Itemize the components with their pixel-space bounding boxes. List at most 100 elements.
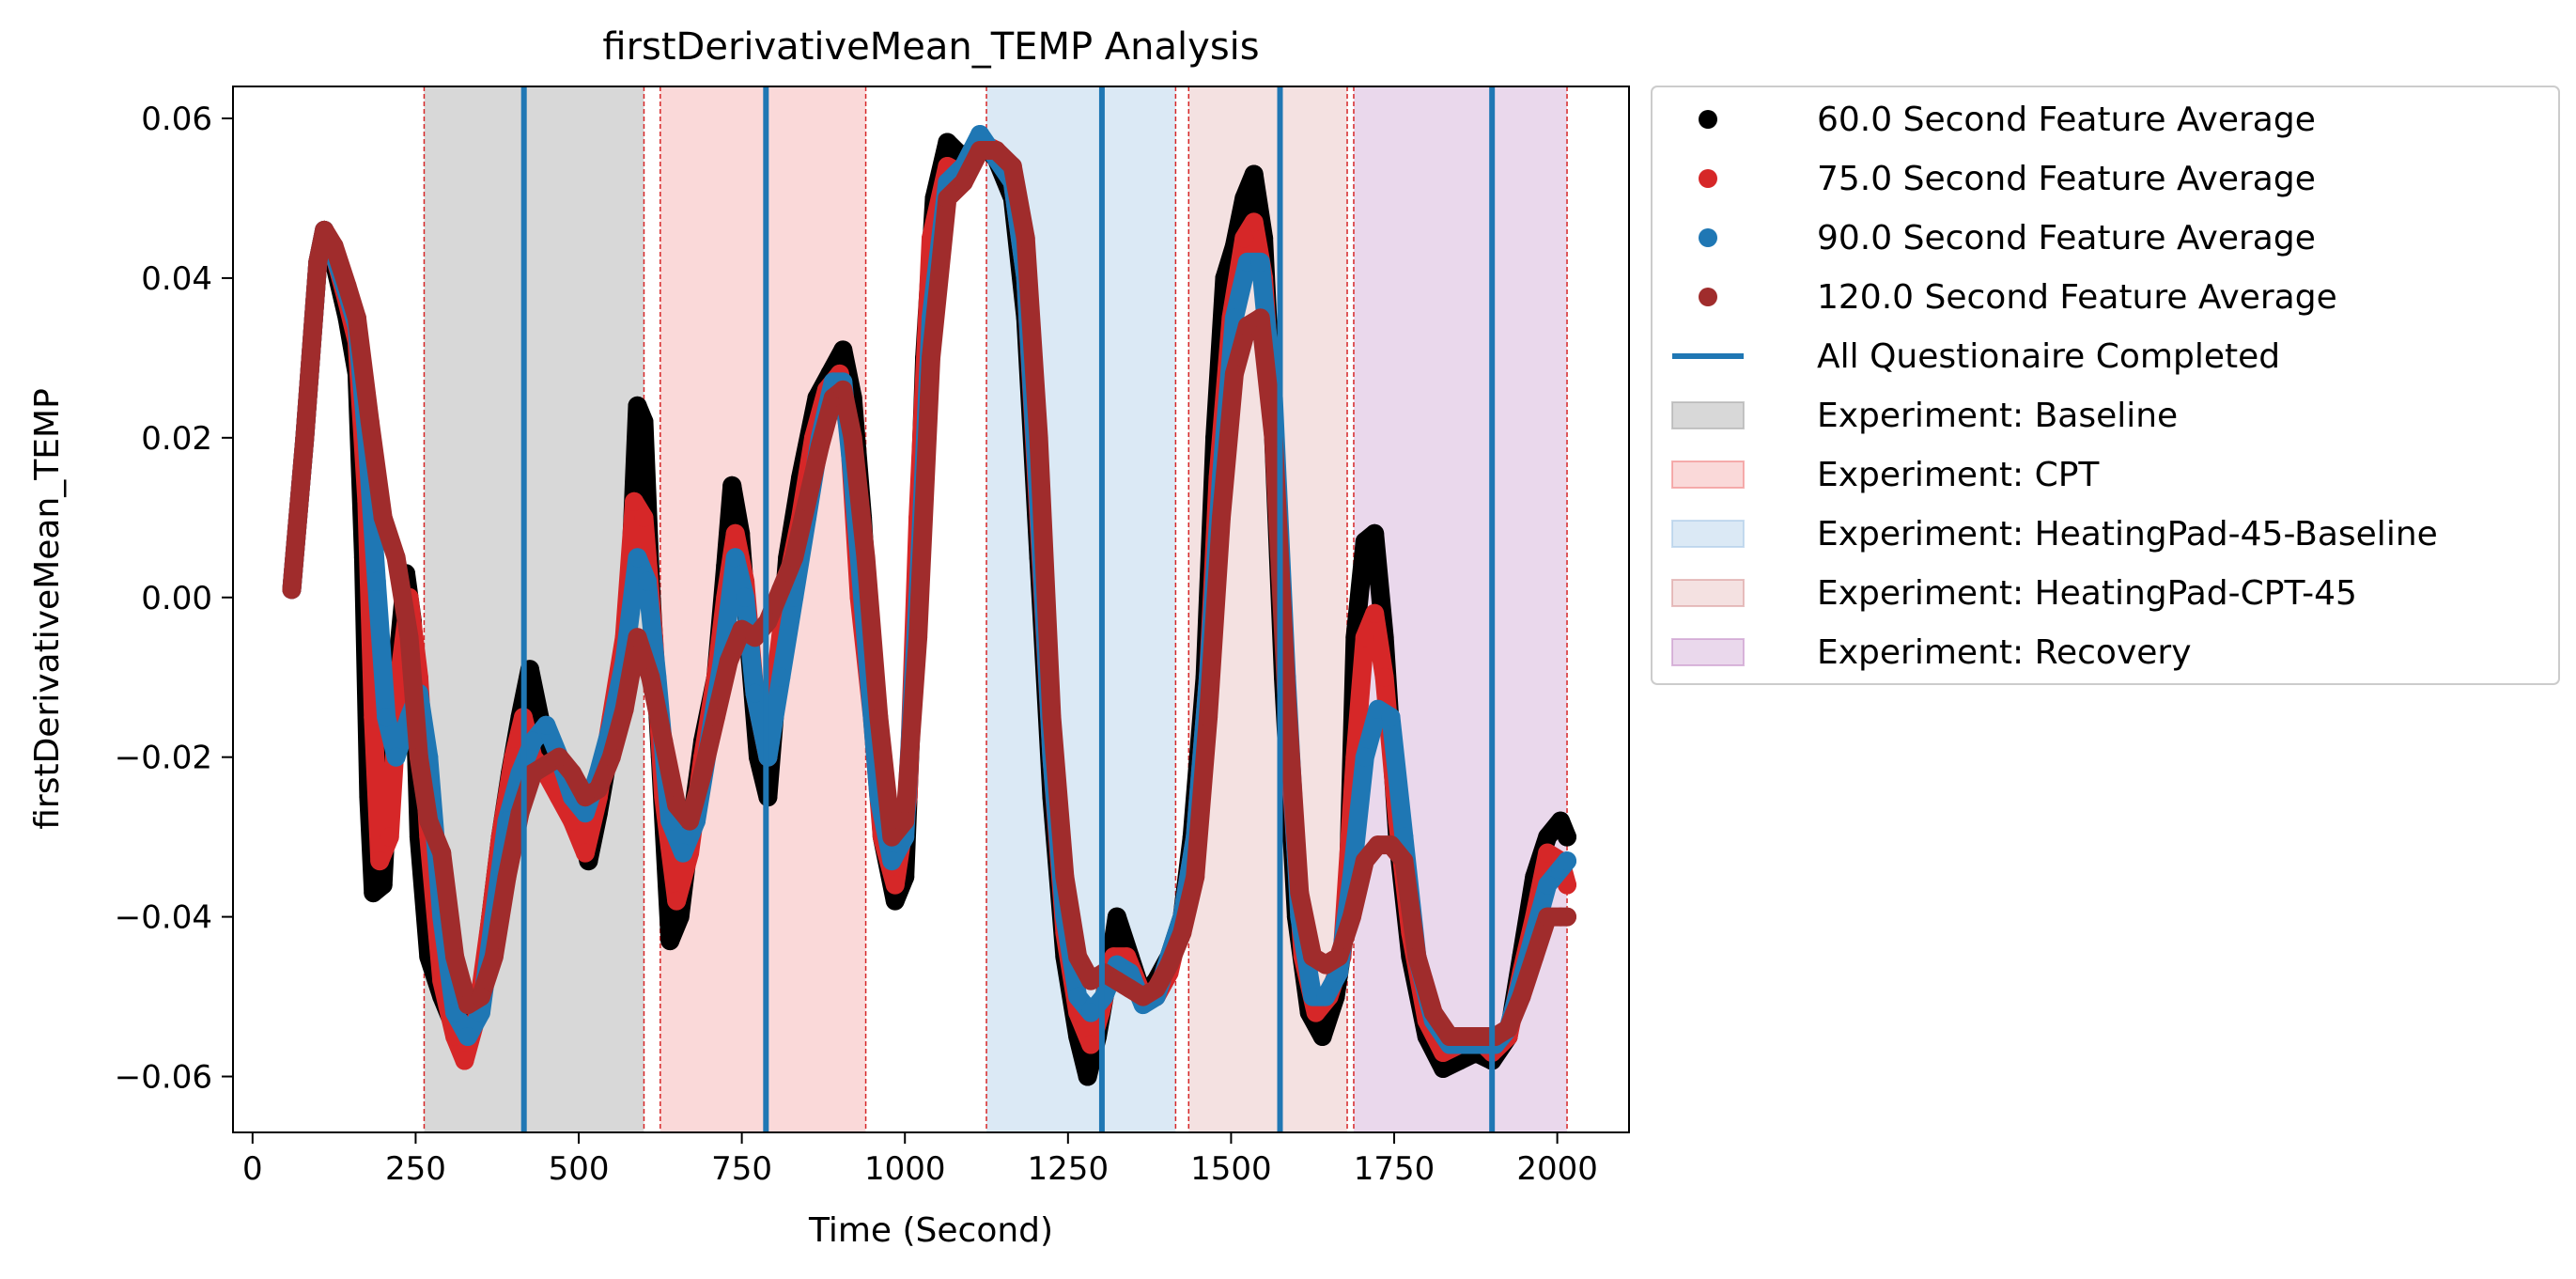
series-0-point-60 bbox=[885, 891, 905, 911]
x-tick-label-4: 1000 bbox=[864, 1150, 946, 1188]
series-2-point-29 bbox=[628, 548, 647, 568]
series-3-point-52 bbox=[938, 188, 957, 208]
series-3-point-18 bbox=[497, 867, 517, 887]
series-3-point-29 bbox=[641, 667, 660, 687]
series-0-point-75 bbox=[1078, 1067, 1097, 1086]
series-3-point-88 bbox=[1423, 1003, 1443, 1022]
legend-marker-5 bbox=[1671, 401, 1745, 429]
series-0-point-36 bbox=[634, 412, 654, 431]
x-tick-label-5: 1250 bbox=[1028, 1150, 1110, 1188]
legend-label-0: 60.0 Second Feature Average bbox=[1817, 101, 2316, 139]
series-0-point-55 bbox=[833, 340, 853, 360]
series-3-point-5 bbox=[337, 276, 357, 296]
legend: 60.0 Second Feature Average 75.0 Second F… bbox=[1651, 86, 2560, 685]
series-3-point-87 bbox=[1407, 947, 1427, 967]
series-3-point-11 bbox=[409, 747, 428, 767]
series-3-point-51 bbox=[922, 348, 940, 367]
series-1-point-35 bbox=[667, 891, 687, 911]
series-2-point-64 bbox=[1081, 1003, 1101, 1022]
legend-label-6: Experiment: CPT bbox=[1817, 456, 2100, 494]
series-3-point-47 bbox=[869, 708, 889, 727]
series-3-point-72 bbox=[1212, 507, 1232, 527]
series-1-point-54 bbox=[885, 875, 905, 895]
series-2-point-81 bbox=[1303, 987, 1323, 1006]
series-3-point-70 bbox=[1186, 867, 1205, 887]
x-axis-ticks: 0 250 500 750 1000 1250 1500 1750 2000 bbox=[242, 1132, 1598, 1188]
experiment-spans bbox=[424, 86, 1568, 1132]
series-0-point-101 bbox=[1365, 523, 1385, 543]
legend-marker-9 bbox=[1671, 638, 1745, 666]
series-1-point-10 bbox=[380, 827, 399, 847]
series-3-point-90 bbox=[1456, 1027, 1476, 1047]
series-3-point-58 bbox=[1029, 428, 1048, 447]
series-2-point-37 bbox=[725, 548, 745, 568]
series-1-point-31 bbox=[625, 491, 644, 511]
legend-marker-8 bbox=[1671, 579, 1745, 607]
series-1-point-81 bbox=[1244, 212, 1264, 232]
series-3-point-3 bbox=[315, 220, 334, 240]
series-0-point-39 bbox=[660, 931, 680, 951]
series-3-point-37 bbox=[745, 628, 765, 647]
series-3-point-83 bbox=[1355, 851, 1374, 871]
x-tick-label-1: 250 bbox=[385, 1150, 446, 1188]
y-axis-label: firstDerivativeMean_TEMP bbox=[28, 388, 67, 830]
series-3-point-27 bbox=[614, 699, 634, 719]
series-3-point-35 bbox=[719, 651, 738, 671]
series-1-point-92 bbox=[1374, 667, 1394, 687]
series-3-point-17 bbox=[484, 947, 504, 967]
series-3-point-71 bbox=[1199, 708, 1218, 727]
legend-label-9: Experiment: Recovery bbox=[1817, 633, 2192, 672]
series-3-point-84 bbox=[1368, 835, 1388, 855]
series-0-point-45 bbox=[722, 476, 742, 495]
legend-label-8: Experiment: HeatingPad-CPT-45 bbox=[1817, 574, 2357, 613]
legend-label-7: Experiment: HeatingPad-45-Baseline bbox=[1817, 515, 2438, 554]
series-1-point-91 bbox=[1365, 603, 1385, 623]
legend-marker-0 bbox=[1699, 110, 1717, 129]
series-3-point-96 bbox=[1538, 907, 1558, 927]
series-3-point-60 bbox=[1055, 867, 1075, 887]
y-tick-label-5: 0.04 bbox=[141, 260, 212, 298]
series-3-point-78 bbox=[1290, 883, 1310, 903]
series-2-point-76 bbox=[1237, 252, 1257, 272]
series-3-point-56 bbox=[1002, 156, 1022, 176]
series-2-point-82 bbox=[1316, 987, 1336, 1006]
series-3-point-86 bbox=[1394, 851, 1414, 871]
series-2-point-21 bbox=[523, 731, 543, 751]
series-0-point-114 bbox=[1551, 811, 1571, 831]
series-3-point-10 bbox=[399, 628, 419, 647]
legend-label-4: All Questionaire Completed bbox=[1817, 337, 2280, 376]
series-3-point-49 bbox=[895, 811, 915, 831]
series-0-point-40 bbox=[670, 907, 690, 927]
series-0-point-106 bbox=[1434, 1059, 1453, 1079]
series-3-point-95 bbox=[1525, 947, 1544, 967]
series-2-point-9 bbox=[377, 708, 396, 727]
series-3-point-44 bbox=[833, 380, 853, 399]
series-0-point-113 bbox=[1538, 827, 1558, 847]
legend-label-2: 90.0 Second Feature Average bbox=[1817, 219, 2316, 257]
series-3-point-68 bbox=[1159, 955, 1179, 975]
series-3-point-94 bbox=[1512, 987, 1531, 1006]
legend-label-1: 75.0 Second Feature Average bbox=[1817, 160, 2316, 198]
legend-marker-6 bbox=[1671, 460, 1745, 489]
series-1-point-27 bbox=[575, 843, 595, 863]
series-3-point-16 bbox=[471, 987, 490, 1006]
series-1-point-40 bbox=[725, 523, 745, 543]
series-1-point-9 bbox=[370, 851, 390, 871]
legend-marker-2 bbox=[1699, 228, 1717, 247]
series-3-point-40 bbox=[784, 548, 804, 568]
series-3-point-75 bbox=[1250, 308, 1270, 328]
series-3-point-22 bbox=[550, 747, 569, 767]
y-tick-label-1: −0.04 bbox=[115, 899, 212, 937]
series-2-point-30 bbox=[637, 571, 657, 591]
x-tick-label-3: 750 bbox=[711, 1150, 772, 1188]
series-3-point-45 bbox=[843, 428, 862, 447]
series-3-point-6 bbox=[347, 308, 366, 328]
series-3-point-89 bbox=[1440, 1027, 1460, 1047]
series-3-point-34 bbox=[706, 708, 725, 727]
series-2-point-77 bbox=[1250, 252, 1270, 272]
series-3-point-8 bbox=[373, 507, 393, 527]
series-3-point-69 bbox=[1172, 923, 1192, 943]
series-2-point-87 bbox=[1381, 708, 1401, 727]
series-3-point-30 bbox=[654, 731, 674, 751]
